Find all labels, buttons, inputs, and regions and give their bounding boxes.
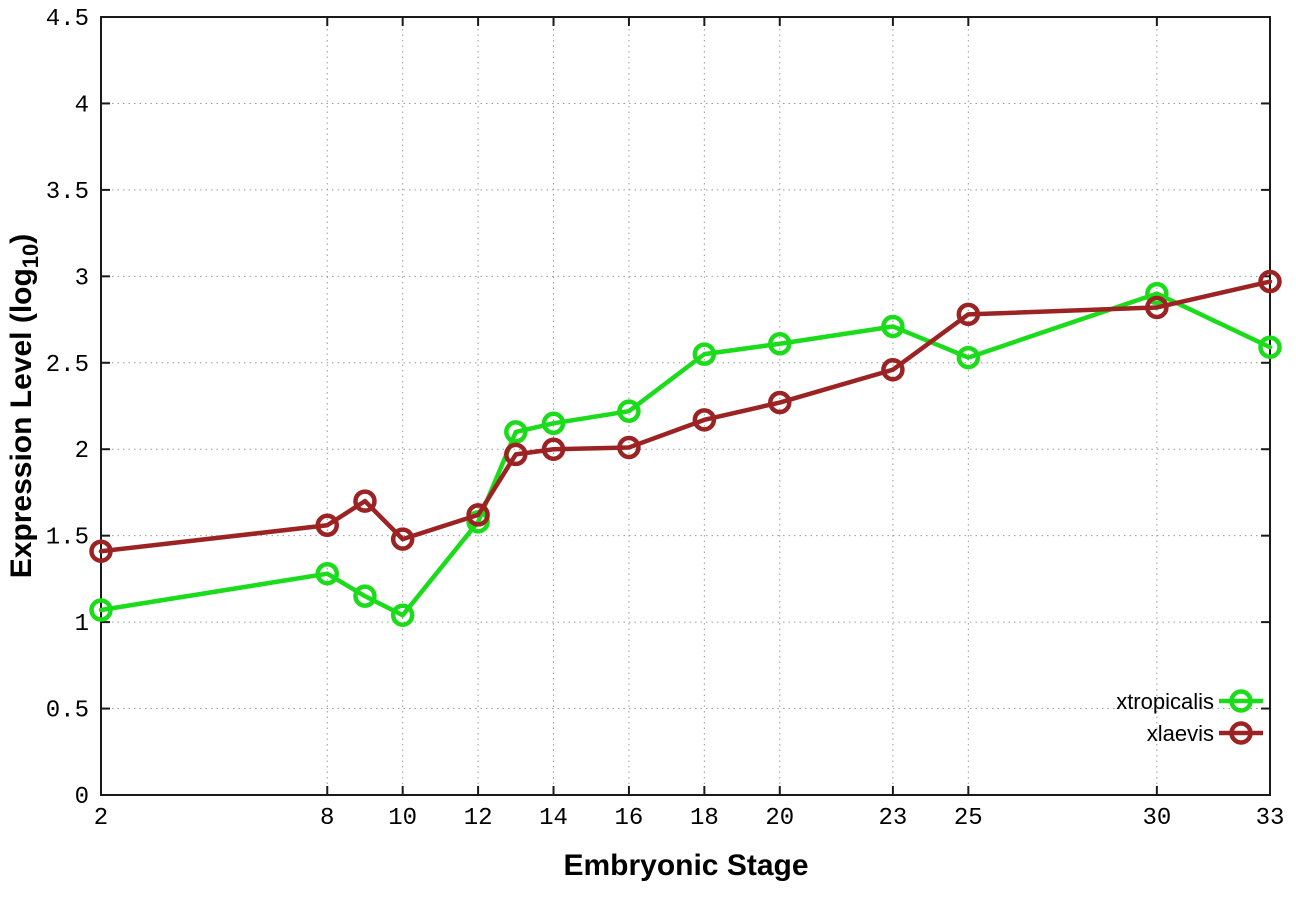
- marker-xtropicalis-stage-2: [89, 598, 113, 622]
- marker-xtropicalis-stage-20: [768, 332, 792, 356]
- y-tick-label-2.5: 2.5: [46, 352, 89, 379]
- y-axis-title-subscript: 10: [18, 244, 43, 268]
- legend: xtropicalis xlaevis: [1116, 689, 1263, 746]
- legend-label-xlaevis: xlaevis: [1147, 721, 1214, 746]
- marker-xlaevis-stage-16: [617, 435, 641, 460]
- y-tick-label-1: 1: [75, 611, 89, 638]
- legend-sample-marker-xlaevis: [1229, 721, 1253, 745]
- x-tick-label-2: 2: [94, 805, 108, 832]
- legend-item-xlaevis: xlaevis: [1147, 721, 1263, 746]
- marker-xtropicalis-stage-9: [353, 584, 377, 608]
- marker-xlaevis-stage-10: [390, 527, 415, 551]
- marker-xlaevis-stage-8: [315, 513, 340, 538]
- plot-border: [100, 16, 1271, 796]
- marker-xtropicalis-stage-30: [1145, 281, 1169, 306]
- x-tick-label-20: 20: [765, 805, 794, 832]
- marker-xlaevis-stage-25: [956, 302, 981, 327]
- x-tick-label-30: 30: [1142, 805, 1171, 832]
- marker-xlaevis-stage-9: [353, 489, 377, 513]
- tick-labels: 2 8 10 12 14 16 18 20 23 25 30 33 0 0.5 1 1.5 2 2.5 3 3.5 4 4…: [46, 6, 1285, 832]
- marker-xlaevis-stage-2: [89, 539, 113, 563]
- y-tick-label-0: 0: [75, 784, 89, 811]
- marker-xtropicalis-stage-14: [541, 411, 566, 436]
- y-axis-title-main: Expression Level (log: [5, 268, 38, 578]
- series-layer: [89, 269, 1282, 627]
- legend-label-xtropicalis: xtropicalis: [1116, 689, 1214, 714]
- marker-xlaevis-stage-30: [1145, 295, 1169, 320]
- marker-xtropicalis-stage-16: [617, 399, 641, 423]
- marker-xtropicalis-stage-33: [1258, 335, 1282, 359]
- marker-xtropicalis-stage-13: [504, 420, 528, 444]
- marker-xlaevis-stage-12: [466, 503, 490, 527]
- x-tick-label-25: 25: [954, 805, 983, 832]
- x-tick-label-10: 10: [388, 805, 417, 832]
- legend-sample-marker-xtropicalis: [1229, 689, 1253, 713]
- marker-xtropicalis-stage-23: [881, 314, 905, 339]
- marker-xlaevis-stage-33: [1258, 269, 1282, 294]
- marker-xlaevis-stage-18: [692, 408, 717, 432]
- axis-ticks: [100, 16, 1271, 796]
- x-tick-label-16: 16: [615, 805, 644, 832]
- series-line-xtropicalis: [98, 291, 1273, 618]
- marker-xtropicalis-stage-10: [390, 603, 415, 627]
- x-tick-label-14: 14: [539, 805, 568, 832]
- x-tick-label-33: 33: [1256, 805, 1285, 832]
- y-tick-label-4: 4: [75, 92, 89, 119]
- marker-xlaevis-stage-13: [504, 442, 528, 467]
- x-tick-label-18: 18: [690, 805, 719, 832]
- y-axis-title-end: ): [5, 234, 38, 244]
- marker-xlaevis-stage-23: [881, 357, 905, 382]
- marker-xtropicalis-stage-8: [315, 561, 340, 586]
- y-tick-label-0.5: 0.5: [46, 698, 89, 725]
- y-axis-title: Expression Level (log10): [5, 234, 43, 579]
- y-tick-label-3.5: 3.5: [46, 179, 89, 206]
- x-tick-label-12: 12: [464, 805, 493, 832]
- marker-xtropicalis-stage-25: [956, 345, 981, 370]
- y-tick-label-3: 3: [75, 265, 89, 292]
- y-tick-label-2: 2: [75, 438, 89, 465]
- marker-xtropicalis-stage-18: [692, 342, 717, 366]
- legend-item-xtropicalis: xtropicalis: [1116, 689, 1263, 714]
- y-tick-label-4.5: 4.5: [46, 6, 89, 33]
- x-tick-label-23: 23: [878, 805, 907, 832]
- y-tick-label-1.5: 1.5: [46, 525, 89, 552]
- marker-xlaevis-stage-14: [541, 437, 566, 461]
- x-axis-title: Embryonic Stage: [563, 849, 808, 882]
- marker-xlaevis-stage-20: [768, 390, 792, 415]
- x-tick-label-8: 8: [320, 805, 334, 832]
